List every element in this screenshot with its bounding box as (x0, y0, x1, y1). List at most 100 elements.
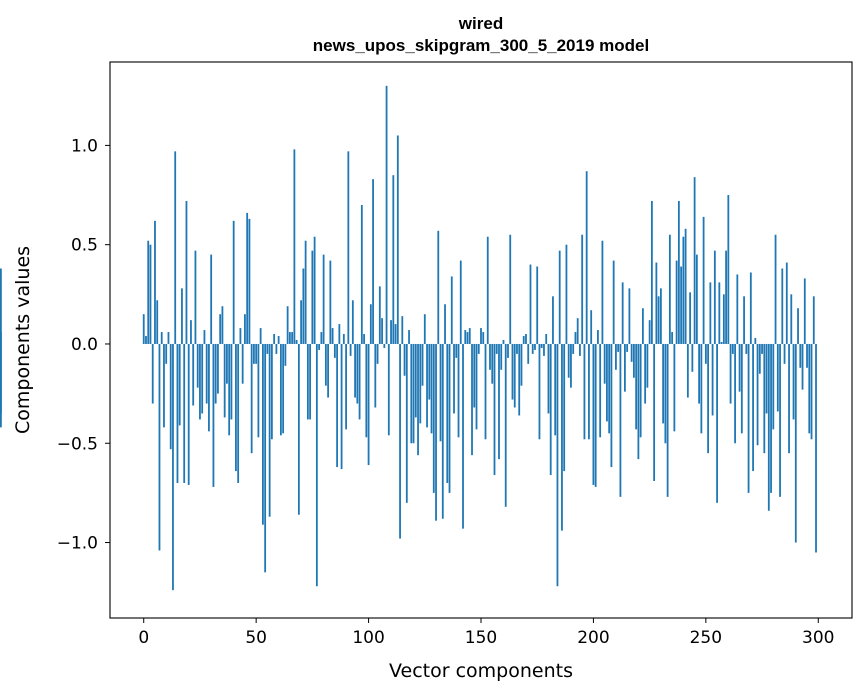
bar (0, 332, 2, 344)
bar (246, 212, 249, 344)
bar (151, 343, 154, 404)
bar (399, 343, 401, 539)
bar (765, 343, 768, 414)
bar (244, 314, 246, 344)
bar (572, 343, 575, 354)
bar (471, 343, 473, 456)
bar (707, 343, 709, 454)
y-tick-label: 1.0 (71, 136, 98, 156)
bar (641, 308, 644, 344)
bar (363, 334, 365, 344)
bar (608, 343, 611, 434)
bar (333, 343, 336, 358)
bar (176, 343, 179, 483)
bar (529, 264, 532, 344)
bar (322, 254, 325, 344)
bar (430, 343, 433, 434)
bar (356, 343, 359, 404)
bar (311, 250, 314, 344)
bar (277, 336, 280, 344)
bar (545, 334, 548, 344)
y-tick-label: 0.5 (71, 236, 98, 256)
bar (0, 268, 2, 344)
bar (338, 324, 341, 344)
y-axis-label: Components values (12, 246, 34, 434)
bar (167, 332, 170, 344)
bar (230, 343, 233, 420)
bar (538, 343, 541, 440)
bar (300, 300, 303, 344)
bar (329, 260, 332, 344)
bar (484, 343, 487, 440)
bar (736, 274, 739, 344)
bar (648, 320, 651, 344)
bar (381, 318, 383, 344)
bar (516, 343, 518, 354)
bar (376, 343, 379, 364)
bar (192, 343, 195, 406)
bar (172, 343, 174, 591)
bar (637, 343, 640, 460)
bar (464, 330, 467, 344)
bar (181, 288, 183, 344)
bar (327, 343, 329, 398)
bar (421, 343, 424, 386)
bar (727, 195, 730, 344)
bar (475, 343, 478, 430)
bar (257, 343, 260, 438)
bar (612, 260, 615, 344)
bar (655, 262, 658, 344)
bar (358, 343, 361, 420)
y-tick-label: 0.0 (71, 335, 98, 355)
bar (214, 343, 217, 404)
bar (318, 343, 321, 350)
bar (284, 343, 287, 366)
bar (502, 340, 505, 344)
bar (410, 343, 413, 444)
bar (628, 288, 631, 344)
bar (812, 296, 815, 344)
bar (594, 343, 597, 487)
x-tick-label: 0 (138, 628, 149, 648)
bar (297, 343, 300, 515)
bar (803, 278, 806, 344)
bar (792, 343, 795, 420)
bar (169, 343, 172, 450)
bar (767, 343, 770, 511)
bar (232, 220, 235, 344)
bar (747, 343, 750, 493)
bar (468, 328, 471, 344)
bar (565, 244, 568, 344)
bar (196, 343, 199, 388)
bar (203, 330, 206, 344)
bar (659, 288, 662, 344)
bar (455, 343, 458, 358)
bar (201, 343, 204, 414)
bar (511, 343, 514, 400)
bar (644, 343, 647, 404)
bar (585, 171, 588, 344)
bar (309, 343, 312, 420)
bar (223, 343, 226, 418)
bar (210, 254, 213, 344)
chart-title: wired (458, 14, 503, 33)
bar (797, 308, 799, 344)
bar (432, 343, 435, 493)
bar (599, 343, 602, 438)
bar (597, 330, 599, 344)
bar (378, 286, 381, 344)
x-tick-label: 50 (245, 628, 267, 648)
bar (457, 343, 460, 438)
bar (693, 177, 696, 344)
bar (387, 343, 390, 436)
bar (680, 266, 683, 344)
x-tick-label: 150 (465, 628, 497, 648)
bar (342, 334, 345, 344)
bar (698, 343, 700, 404)
bar (306, 343, 309, 420)
bar (163, 343, 165, 428)
bar (205, 343, 208, 404)
bar (808, 343, 811, 434)
bar (722, 294, 725, 344)
bar (509, 234, 512, 344)
